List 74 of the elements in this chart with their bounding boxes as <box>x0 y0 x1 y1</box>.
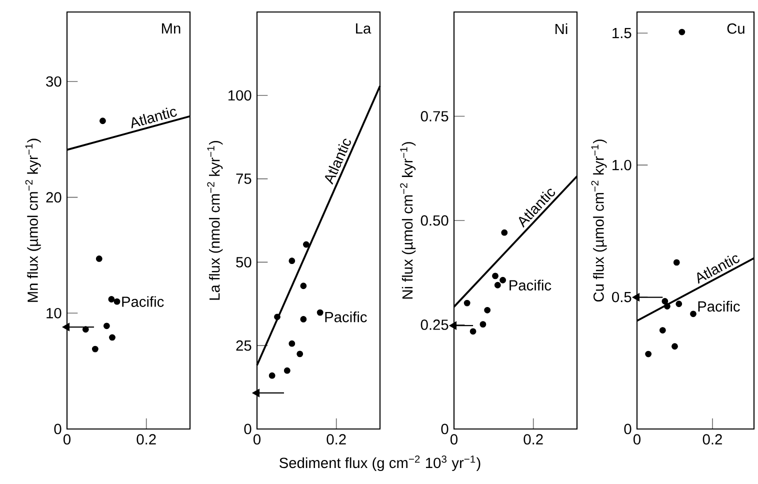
x-tick-label: 0.2 <box>702 434 722 445</box>
y-tick-label: 0 <box>441 424 448 434</box>
point <box>100 118 106 124</box>
x-tick-label: 0.2 <box>326 434 346 445</box>
point <box>500 276 506 284</box>
y-tick-label: 75 <box>236 174 252 184</box>
point <box>470 328 476 335</box>
y-tick-label: 30 <box>46 76 62 87</box>
point <box>296 350 304 358</box>
y-tick-label: 25 <box>236 340 252 351</box>
point <box>300 316 307 322</box>
x-tick-label: 0 <box>450 434 458 445</box>
y-axis-title: Cu flux (µmol cm$^{−2}$ kyr$^{−1}$) <box>591 140 607 302</box>
y-tick-label: 50 <box>236 257 252 268</box>
point <box>109 334 116 341</box>
point <box>678 28 686 36</box>
y-tick-label: 1.0 <box>612 160 632 170</box>
y-tick-label: 0.50 <box>420 215 448 226</box>
x-tick-label: 0 <box>253 434 260 445</box>
series-label: Pacific <box>510 280 552 291</box>
series-label: Pacific <box>122 296 164 307</box>
x-tick-label: 0.2 <box>524 434 543 445</box>
point <box>492 272 498 280</box>
text: Mn <box>162 23 180 34</box>
point <box>672 343 678 350</box>
point <box>662 298 668 304</box>
point <box>494 282 501 288</box>
y-tick-label: 0 <box>624 424 632 434</box>
y-axis-title: Mn flux (µmol cm$^{−2}$ kyr$^{−1}$) <box>25 138 41 302</box>
y-axis-title: La flux (nmol cm$^{−2}$ kyr$^{−1}$) <box>207 140 223 300</box>
point <box>92 346 98 352</box>
point <box>501 229 508 236</box>
point <box>484 306 491 314</box>
point <box>288 340 296 347</box>
y-tick-label: 0.25 <box>420 320 448 330</box>
point <box>302 241 310 248</box>
point <box>464 300 470 306</box>
y-tick-label: 20 <box>46 192 62 203</box>
y-axis-title: Ni flux (µmol cm$^{−2}$ kyr$^{−1}$) <box>400 142 416 299</box>
point <box>274 314 280 320</box>
y-tick-label: 0 <box>54 424 62 434</box>
series-label: Pacific <box>698 300 740 312</box>
point <box>480 321 486 328</box>
text: Atlantic <box>131 108 177 128</box>
x-tick-label: 0 <box>63 434 70 445</box>
point <box>676 300 682 308</box>
text: La <box>356 23 372 34</box>
x-tick-label: 0 <box>633 434 640 445</box>
x-axis-title: Sediment flux (g cm$^{−2}$ 10$^{3}$ yr$^{−1}$) <box>280 455 480 471</box>
point <box>96 256 102 262</box>
y-tick-label: 0.75 <box>420 111 448 122</box>
point <box>316 309 324 316</box>
y-tick-label: 0 <box>244 424 252 434</box>
point <box>673 259 680 266</box>
text: Ni <box>556 23 568 34</box>
point <box>108 296 115 302</box>
point <box>300 282 307 290</box>
text: Cu <box>727 23 744 34</box>
point <box>114 298 120 305</box>
x-tick-label: 0.2 <box>136 434 156 445</box>
point <box>268 372 276 379</box>
point <box>664 303 670 310</box>
y-tick-label: 0.5 <box>612 292 632 302</box>
point <box>288 258 296 264</box>
y-tick-label: 100 <box>228 90 252 101</box>
point <box>645 350 652 358</box>
point <box>284 367 290 374</box>
y-tick-label: 10 <box>46 308 62 318</box>
point <box>690 310 696 318</box>
point <box>659 327 666 334</box>
series-label: Pacific <box>325 312 367 322</box>
point <box>103 322 110 330</box>
point <box>82 326 89 333</box>
y-tick-label: 1.5 <box>612 28 632 38</box>
